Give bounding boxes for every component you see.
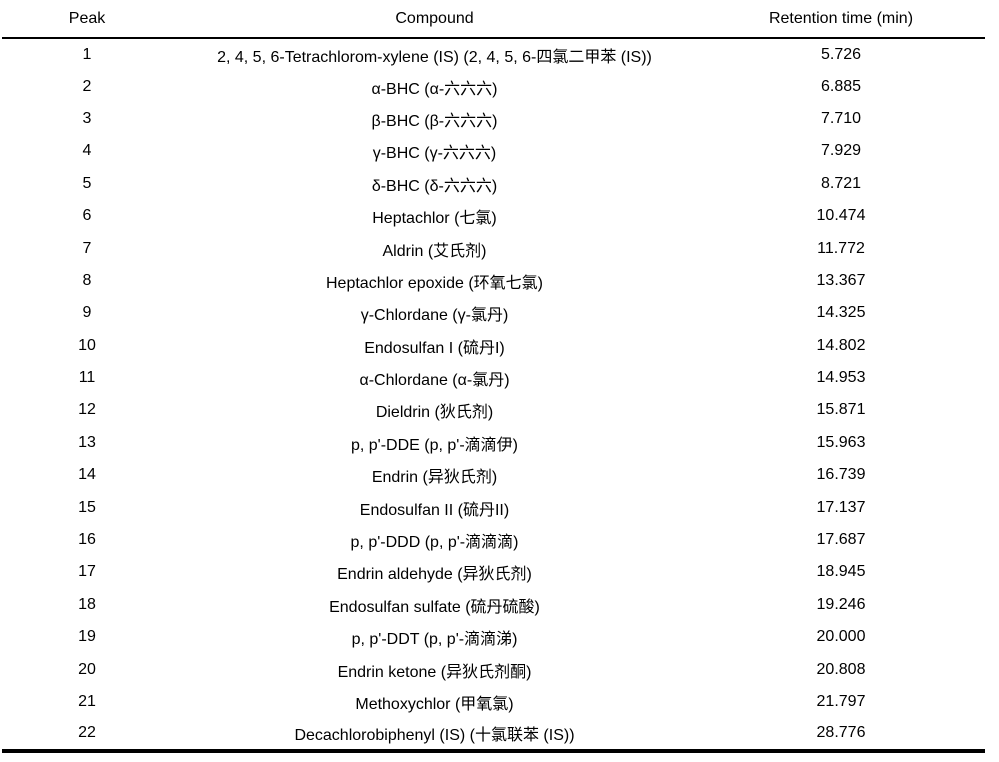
table-body: 1 2, 4, 5, 6-Tetrachlorom-xylene (IS) (2,… xyxy=(2,38,985,751)
peak-cell: 18 xyxy=(78,595,96,613)
table-row: 7 Aldrin (艾氏剂) 11.772 xyxy=(2,232,985,264)
compound-cell: Heptachlor epoxide (环氧七氯) xyxy=(326,274,543,292)
retention-time-cell: 16.739 xyxy=(816,466,866,484)
compound-cell: Endosulfan I (硫丹I) xyxy=(364,339,505,357)
retention-time-cell: 10.474 xyxy=(816,207,866,225)
retention-time-cell: 20.808 xyxy=(816,660,866,678)
peak-cell: 21 xyxy=(78,693,96,710)
retention-time-cell: 11.772 xyxy=(817,239,865,257)
compound-cell: Endosulfan II (硫丹II) xyxy=(359,501,510,519)
retention-time-cell: 17.137 xyxy=(816,498,866,516)
table-row: 13 p, p'-DDE (p, p'-滴滴伊) 15.963 xyxy=(2,427,985,459)
compound-cell: α-Chlordane (α-氯丹) xyxy=(359,372,510,390)
compound-cell: Endrin ketone (异狄氏剂酮) xyxy=(337,663,532,681)
retention-time-cell: 15.963 xyxy=(816,433,866,451)
peak-cell: 20 xyxy=(78,660,96,678)
column-header-peak: Peak xyxy=(2,0,172,39)
table-row: 11 α-Chlordane (α-氯丹) 14.953 xyxy=(2,362,985,394)
peak-cell: 17 xyxy=(78,563,96,581)
peak-cell: 12 xyxy=(78,401,96,419)
peak-cell: 15 xyxy=(78,498,96,516)
table-row: 21 Methoxychlor (甲氧氯) 21.797 xyxy=(2,686,985,718)
column-header-retention-time: Retention time (min) xyxy=(697,0,985,39)
retention-time-cell: 15.871 xyxy=(816,401,866,419)
peak-cell: 19 xyxy=(78,628,96,646)
peak-cell: 10 xyxy=(78,336,96,354)
peak-cell: 4 xyxy=(82,142,92,160)
retention-time-cell: 14.325 xyxy=(816,304,866,322)
table-row: 10 Endosulfan I (硫丹I) 14.802 xyxy=(2,330,985,362)
compound-cell: p, p'-DDT (p, p'-滴滴涕) xyxy=(351,631,518,649)
table-row: 22 Decachlorobiphenyl (IS) (十氯联苯 (IS)) 28.… xyxy=(2,718,985,750)
peak-cell: 22 xyxy=(78,724,96,742)
table-header: Peak Compound Retention time (min) xyxy=(2,0,985,39)
peak-cell: 11 xyxy=(78,369,96,387)
retention-time-cell: 18.945 xyxy=(816,563,866,581)
peak-cell: 9 xyxy=(82,304,92,322)
retention-time-cell: 5.726 xyxy=(820,45,862,63)
table-row: 4 γ-BHC (γ-六六六) 7.929 xyxy=(2,135,985,167)
compound-cell: γ-Chlordane (γ-氯丹) xyxy=(360,307,509,325)
peak-cell: 2 xyxy=(82,77,92,95)
compound-cell: Decachlorobiphenyl (IS) (十氯联苯 (IS)) xyxy=(294,727,575,745)
retention-time-cell: 7.710 xyxy=(820,109,862,127)
peak-cell: 14 xyxy=(78,466,96,484)
retention-time-cell: 14.802 xyxy=(816,336,866,354)
table-row: 2 α-BHC (α-六六六) 6.885 xyxy=(2,70,985,102)
retention-time-cell: 17.687 xyxy=(816,531,866,549)
compound-cell: δ-BHC (δ-六六六) xyxy=(371,177,498,195)
compound-cell: p, p'-DDE (p, p'-滴滴伊) xyxy=(350,436,519,454)
peak-cell: 6 xyxy=(82,207,92,225)
compound-cell: α-BHC (α-六六六) xyxy=(371,80,498,98)
compound-table: Peak Compound Retention time (min) 1 2, 4… xyxy=(2,0,985,753)
compound-cell: Methoxychlor (甲氧氯) xyxy=(355,696,514,713)
retention-time-cell: 14.953 xyxy=(816,369,866,387)
retention-time-cell: 28.776 xyxy=(816,724,866,742)
table-row: 5 δ-BHC (δ-六六六) 8.721 xyxy=(2,168,985,200)
compound-cell: γ-BHC (γ-六六六) xyxy=(372,145,497,163)
retention-time-cell: 13.367 xyxy=(816,271,866,289)
table-row: 6 Heptachlor (七氯) 10.474 xyxy=(2,200,985,232)
retention-time-cell: 8.721 xyxy=(820,174,862,192)
table-row: 9 γ-Chlordane (γ-氯丹) 14.325 xyxy=(2,297,985,329)
table-row: 16 p, p'-DDD (p, p'-滴滴滴) 17.687 xyxy=(2,524,985,556)
compound-cell: Aldrin (艾氏剂) xyxy=(382,242,487,260)
retention-time-cell: 21.797 xyxy=(816,693,866,710)
table-row: 20 Endrin ketone (异狄氏剂酮) 20.808 xyxy=(2,653,985,685)
table-row: 8 Heptachlor epoxide (环氧七氯) 13.367 xyxy=(2,265,985,297)
compound-cell: Endosulfan sulfate (硫丹硫酸) xyxy=(329,598,540,616)
peak-cell: 5 xyxy=(82,174,92,192)
retention-time-cell: 7.929 xyxy=(820,142,862,160)
compound-cell: Endrin (异狄氏剂) xyxy=(371,469,498,487)
table-row: 19 p, p'-DDT (p, p'-滴滴涕) 20.000 xyxy=(2,621,985,653)
table-row: 3 β-BHC (β-六六六) 7.710 xyxy=(2,103,985,135)
peak-cell: 13 xyxy=(78,433,96,451)
table-row: 1 2, 4, 5, 6-Tetrachlorom-xylene (IS) (2,… xyxy=(2,38,985,70)
compound-cell: Dieldrin (狄氏剂) xyxy=(375,404,494,422)
table-row: 18 Endosulfan sulfate (硫丹硫酸) 19.246 xyxy=(2,589,985,621)
column-header-compound: Compound xyxy=(172,0,697,39)
header-row: Peak Compound Retention time (min) xyxy=(2,0,985,39)
retention-time-cell: 20.000 xyxy=(816,628,866,646)
compound-cell: Endrin aldehyde (异狄氏剂) xyxy=(337,566,532,584)
peak-cell: 16 xyxy=(78,531,96,549)
peak-cell: 1 xyxy=(82,45,92,63)
compound-cell: Heptachlor (七氯) xyxy=(372,210,497,228)
table-row: 15 Endosulfan II (硫丹II) 17.137 xyxy=(2,491,985,523)
compound-cell: p, p'-DDD (p, p'-滴滴滴) xyxy=(350,534,519,552)
table-row: 14 Endrin (异狄氏剂) 16.739 xyxy=(2,459,985,491)
compound-cell: 2, 4, 5, 6-Tetrachlorom-xylene (IS) (2, … xyxy=(217,48,652,66)
peak-cell: 3 xyxy=(82,109,92,127)
peak-cell: 8 xyxy=(82,271,92,289)
compound-cell: β-BHC (β-六六六) xyxy=(371,112,498,130)
peak-cell: 7 xyxy=(82,239,92,257)
table-row: 17 Endrin aldehyde (异狄氏剂) 18.945 xyxy=(2,556,985,588)
table-row: 12 Dieldrin (狄氏剂) 15.871 xyxy=(2,394,985,426)
retention-time-cell: 19.246 xyxy=(816,595,866,613)
retention-time-cell: 6.885 xyxy=(820,77,862,95)
